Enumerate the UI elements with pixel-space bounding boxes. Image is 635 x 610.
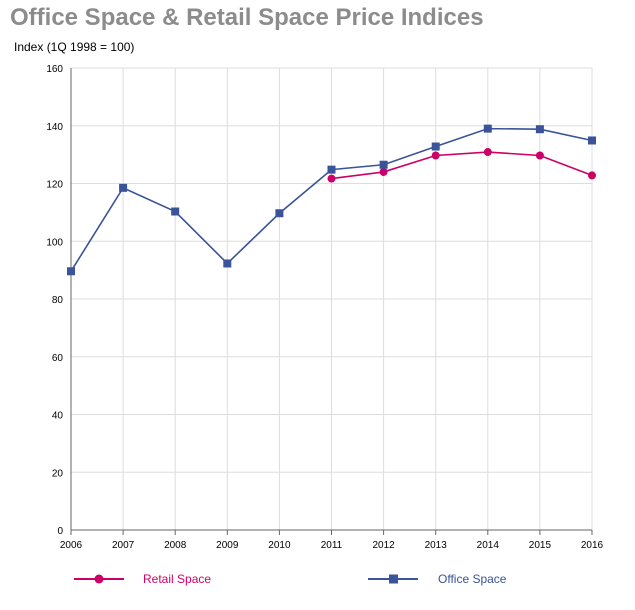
retail-space-data-point — [327, 174, 336, 183]
legend-office-space-label: Office Space — [438, 572, 507, 586]
x-tick-label: 2012 — [372, 540, 395, 551]
y-tick-label: 60 — [52, 353, 64, 364]
y-tick-label: 160 — [46, 64, 63, 75]
retail-space-series-line — [331, 151, 593, 180]
x-tick-label: 2014 — [477, 540, 500, 551]
legend-office-space-marker — [389, 574, 398, 584]
legend-retail-space-marker — [94, 574, 104, 584]
y-tick-label: 40 — [52, 411, 64, 422]
y-tick-label: 140 — [46, 122, 63, 133]
y-tick-label: 100 — [46, 237, 63, 248]
retail-space-data-point — [379, 167, 388, 176]
y-tick-label: 20 — [52, 468, 64, 479]
y-axis-label: Index (1Q 1998 = 100) — [14, 40, 135, 54]
x-tick-label: 2009 — [216, 540, 239, 551]
chart-title: Office Space & Retail Space Price Indice… — [10, 4, 484, 31]
office-space-data-point — [535, 125, 544, 134]
x-tick-label: 2011 — [321, 540, 343, 551]
office-space-data-point — [275, 209, 284, 218]
office-space-data-point — [588, 136, 596, 145]
y-tick-label: 0 — [57, 526, 63, 537]
x-tick-label: 2016 — [581, 540, 604, 551]
x-tick-label: 2006 — [60, 540, 83, 551]
x-tick-label: 2013 — [425, 540, 448, 551]
office-space-data-point — [119, 183, 128, 192]
legend-retail-space-label: Retail Space — [143, 572, 211, 586]
office-space-data-point — [223, 259, 232, 268]
retail-space-data-point — [535, 151, 544, 160]
office-space-data-point — [431, 142, 440, 151]
x-tick-label: 2015 — [529, 540, 552, 551]
y-tick-label: 120 — [46, 180, 63, 191]
office-space-data-point — [379, 160, 388, 169]
y-tick-label: 80 — [52, 295, 64, 306]
retail-space-data-point — [431, 151, 440, 160]
retail-space-data-point — [483, 148, 492, 157]
x-tick-label: 2007 — [112, 540, 135, 551]
office-space-data-point — [67, 267, 75, 276]
x-tick-label: 2010 — [268, 540, 291, 551]
retail-space-data-point — [588, 171, 596, 180]
office-space-data-point — [483, 124, 492, 133]
x-tick-label: 2008 — [164, 540, 187, 551]
office-space-data-point — [327, 165, 336, 174]
office-space-data-point — [171, 207, 180, 216]
